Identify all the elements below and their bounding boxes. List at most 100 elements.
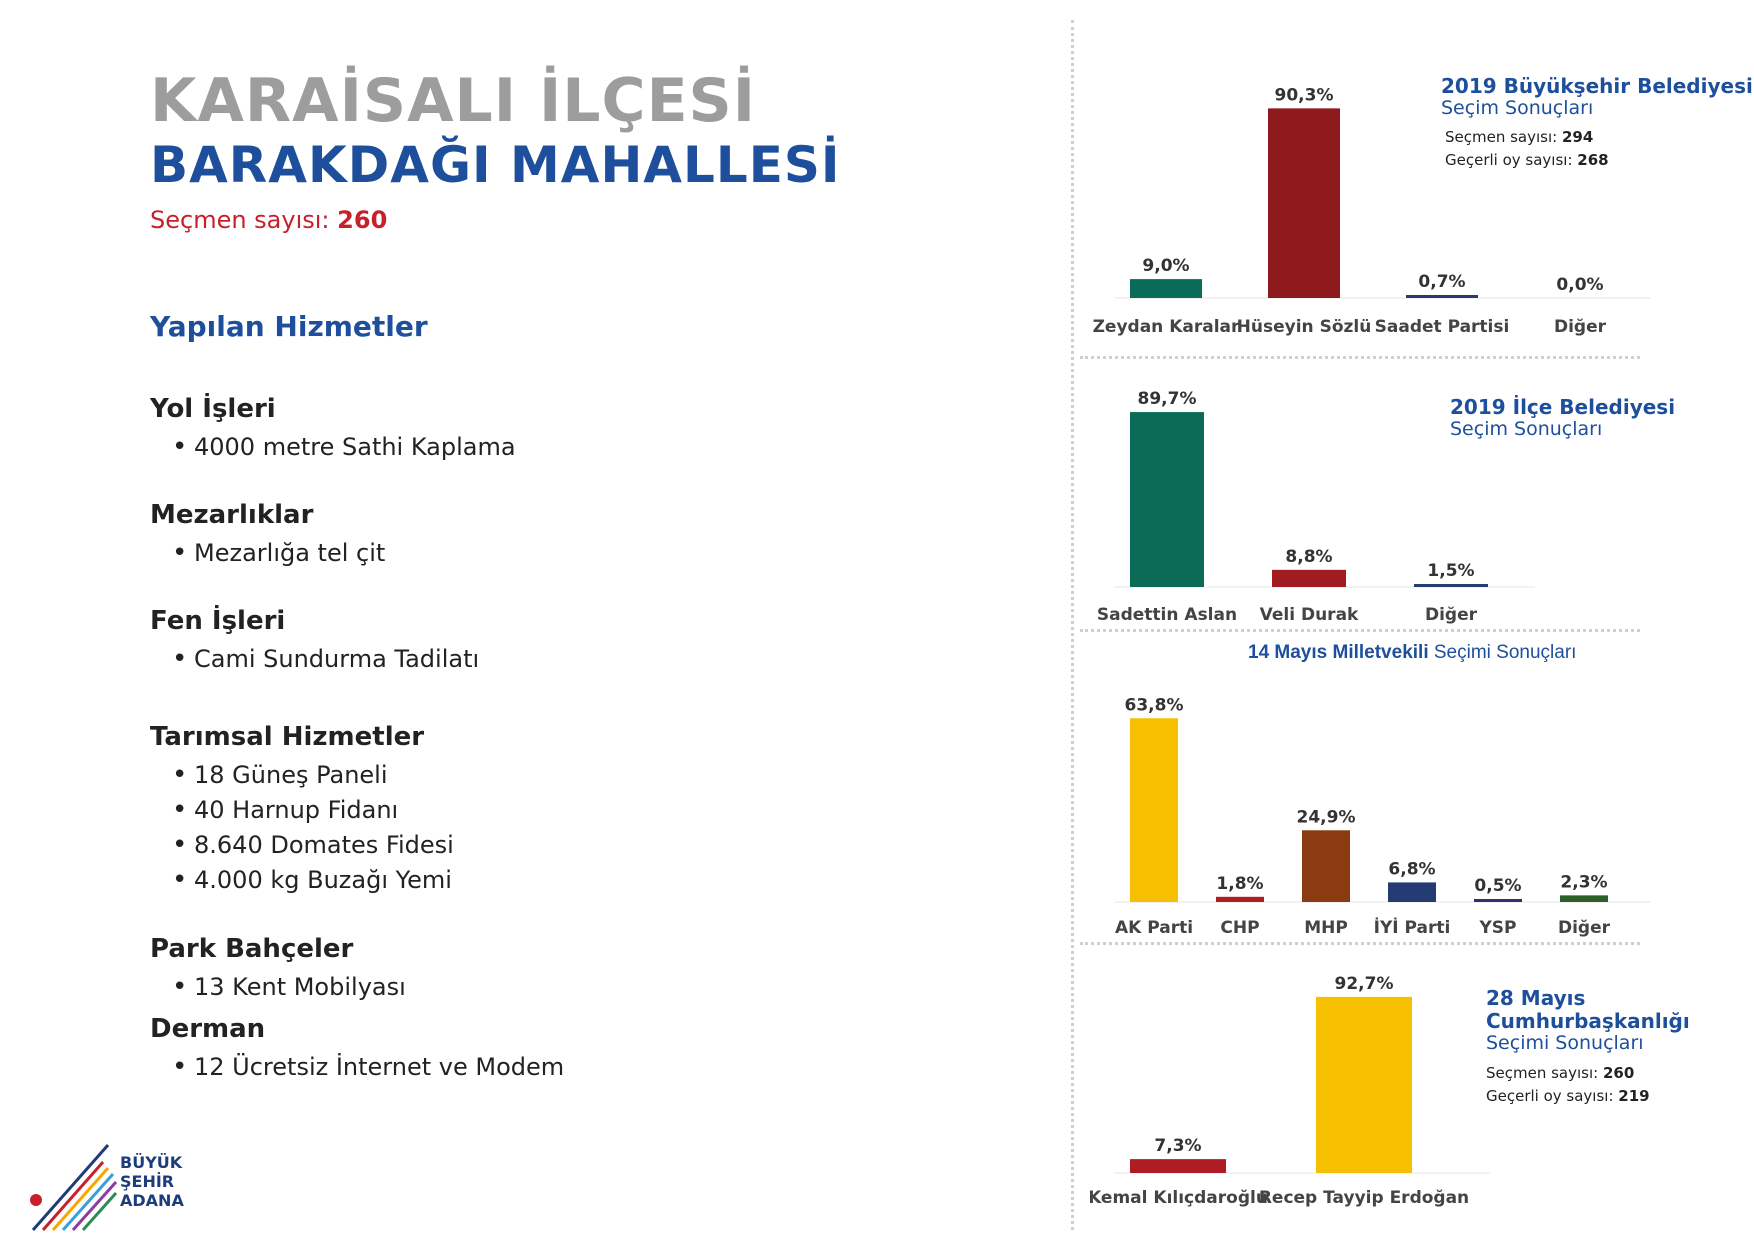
chart-category-label: CHP [1220,918,1259,938]
chart-title: 28 Mayıs [1486,986,1586,1010]
adana-logo: BÜYÜK ŞEHİR ADANA [28,1140,208,1235]
voter-count-label: Seçmen sayısı: [150,206,330,234]
chart-bar [1414,584,1488,587]
chart-presidential-2023: 7,3% Kemal Kılıçdaroğlu 92,7% Recep Tayyip … [1090,974,1490,1208]
neighborhood-title: BARAKDAĞI MAHALLESİ [150,136,841,194]
voter-stat: Seçmen sayısı: 260 [1486,1064,1634,1082]
service-item: 40 Harnup Fidanı [172,795,398,825]
service-item: 4.000 kg Buzağı Yemi [172,865,452,895]
chart-data-label: 89,7% [1138,389,1197,409]
stat-value: 294 [1561,128,1594,146]
chart-category-label: YSP [1478,918,1516,938]
valid-vote-stat: Geçerli oy sayısı: 268 [1445,151,1609,169]
chart-data-label: 9,0% [1142,256,1189,276]
stat-label: Geçerli oy sayısı: [1486,1087,1614,1105]
stat-label: Seçmen sayısı: [1486,1064,1599,1082]
logo-stripes-icon [30,1144,118,1232]
chart-subtitle: Seçim Sonuçları [1441,97,1594,119]
chart-category-label: Diğer [1425,605,1478,625]
chart-data-label: 2,3% [1560,872,1607,892]
chart-bar [1474,899,1522,902]
chart-bar [1316,996,1412,1173]
chart-title-line: 14 Mayıs Milletvekili Seçimi Sonuçları [1248,642,1576,664]
chart-bar [1130,718,1178,902]
chart-data-label: 0,0% [1556,275,1603,295]
chart-category-label: Hüseyin Sözlü [1237,317,1372,337]
chart-bar [1268,108,1340,299]
stat-value: 268 [1577,151,1609,169]
logo-line: BÜYÜK [120,1153,183,1172]
voter-stat: Seçmen sayısı: 294 [1445,128,1593,146]
voter-count-value: 260 [337,206,388,234]
chart-category-label: MHP [1304,918,1348,938]
service-item: 18 Güneş Paneli [172,760,388,790]
chart-bar [1216,896,1264,902]
chart-bar [1130,279,1202,298]
chart-category-label: Zeydan Karalar [1093,317,1240,337]
chart-subtitle: Seçimi Sonuçları [1433,642,1577,663]
chart-data-label: 1,5% [1427,561,1474,581]
chart-data-label: 92,7% [1335,974,1394,994]
chart-subtitle: Seçim Sonuçları [1450,418,1603,440]
valid-vote-stat: Geçerli oy sayısı: 219 [1486,1087,1650,1105]
service-group-title: Yol İşleri [150,394,276,424]
service-item: 13 Kent Mobilyası [172,972,406,1002]
chart-data-label: 63,8% [1125,695,1184,715]
service-group-title: Park Bahçeler [150,934,354,964]
horizontal-divider [1080,942,1640,945]
chart-data-label: 0,5% [1474,876,1521,896]
service-group-title: Tarımsal Hizmetler [150,722,425,752]
chart-data-label: 7,3% [1154,1136,1201,1156]
chart-bar [1406,295,1478,298]
logo-line: ŞEHİR [120,1172,175,1191]
service-item: 12 Ücretsiz İnternet ve Modem [172,1052,564,1082]
chart-bar [1388,882,1436,902]
chart-category-label: AK Parti [1115,918,1193,938]
voter-count: Seçmen sayısı: 260 [150,206,387,234]
chart-category-label: Sadettin Aslan [1097,605,1237,625]
chart-bar [1560,895,1608,902]
stat-value: 260 [1602,1064,1635,1082]
stat-label: Geçerli oy sayısı: [1445,151,1573,169]
stat-label: Seçmen sayısı: [1445,128,1558,146]
chart-bar [1130,1159,1226,1173]
service-group-title: Mezarlıklar [150,500,314,530]
chart-parliament-2023: 63,8% AK Parti 1,8% CHP 24,9% MHP 6,8% İYİ Part… [1115,695,1650,938]
service-item: 8.640 Domates Fidesi [172,830,454,860]
vertical-divider [1071,20,1074,1230]
chart-data-label: 24,9% [1297,807,1356,827]
chart-category-label: Diğer [1558,918,1611,938]
chart-category-label: Recep Tayyip Erdoğan [1259,1188,1469,1208]
stat-value: 219 [1618,1087,1650,1105]
service-item: 4000 metre Sathi Kaplama [172,432,516,462]
chart-title: 14 Mayıs Milletvekili [1248,642,1429,663]
chart-data-label: 0,7% [1418,272,1465,292]
district-title: KARAİSALI İLÇESİ [150,66,757,136]
chart-bar [1302,830,1350,902]
service-item: Mezarlığa tel çit [172,538,385,568]
horizontal-divider [1080,629,1640,632]
chart-data-label: 1,8% [1216,874,1263,894]
chart-data-label: 8,8% [1285,547,1332,567]
chart-bar [1130,412,1204,587]
services-heading: Yapılan Hizmetler [150,310,428,343]
chart-title: Cumhurbaşkanlığı [1486,1009,1690,1033]
chart-subtitle: Seçimi Sonuçları [1486,1032,1644,1054]
chart-category-label: Diğer [1554,317,1607,337]
chart-metropolitan-2019: 9,0% Zeydan Karalar 90,3% Hüseyin Sözlü 0,7%… [1093,85,1650,337]
chart-title: 2019 Büyükşehir Belediyesi [1441,74,1753,98]
service-item: Cami Sundurma Tadilatı [172,644,479,674]
chart-category-label: İYİ Parti [1374,916,1451,938]
logo-line: ADANA [120,1191,184,1210]
chart-bar [1272,569,1346,587]
chart-data-label: 6,8% [1388,859,1435,879]
chart-district-2019: 89,7% Sadettin Aslan 8,8% Veli Durak 1,5% Diğ… [1097,389,1535,625]
chart-category-label: Veli Durak [1260,605,1359,625]
service-group-title: Fen İşleri [150,606,286,636]
horizontal-divider [1080,356,1640,359]
chart-category-label: Saadet Partisi [1375,317,1510,337]
chart-data-label: 90,3% [1275,85,1334,105]
chart-category-label: Kemal Kılıçdaroğlu [1090,1188,1268,1208]
service-group-title: Derman [150,1014,266,1044]
chart-title: 2019 İlçe Belediyesi [1450,395,1676,419]
